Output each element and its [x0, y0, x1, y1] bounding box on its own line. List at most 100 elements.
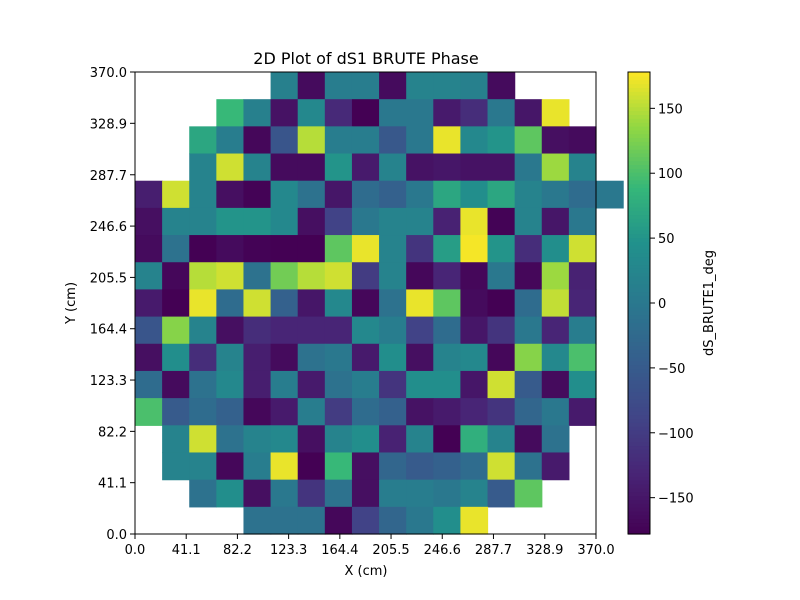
heatmap-cell — [351, 452, 380, 481]
x-tick-label: 328.9 — [526, 543, 563, 558]
colorbar-segment — [628, 333, 650, 339]
heatmap-cell — [514, 425, 543, 454]
heatmap-cell — [189, 180, 217, 209]
heatmap-cell — [379, 316, 407, 345]
colorbar-segment — [628, 168, 650, 173]
colorbar-segment — [628, 245, 650, 250]
heatmap-cell — [189, 289, 217, 318]
heatmap-cell — [460, 262, 489, 291]
heatmap-cell — [460, 506, 489, 535]
x-tick-label: 41.1 — [172, 543, 201, 558]
heatmap-cell — [514, 452, 543, 481]
colorbar-segment — [628, 252, 650, 258]
heatmap-cell — [351, 289, 380, 318]
heatmap-cell — [216, 398, 245, 426]
colorbar-segment — [628, 256, 650, 262]
heatmap-cell — [270, 506, 299, 535]
heatmap-cell — [324, 235, 353, 263]
heatmap-cell — [514, 370, 543, 399]
heatmap-cell — [433, 207, 462, 236]
heatmap-cell — [406, 316, 434, 345]
heatmap-cell — [162, 343, 190, 372]
heatmap-cell — [243, 180, 272, 209]
heatmap-cell — [216, 316, 245, 345]
heatmap-cell — [514, 289, 543, 318]
heatmap-cell — [216, 452, 245, 481]
heatmap-cell — [568, 126, 597, 155]
heatmap-cell — [568, 235, 597, 263]
heatmap-cell — [406, 262, 434, 291]
colorbar-segment — [628, 364, 650, 370]
colorbar-tick-label: −150 — [658, 492, 694, 507]
heatmap-cell — [460, 343, 489, 372]
colorbar-segment — [628, 175, 650, 181]
colorbar-segment — [628, 195, 650, 200]
heatmap-cell — [460, 370, 489, 399]
heatmap-cell — [243, 425, 272, 454]
heatmap-cell — [379, 207, 407, 236]
colorbar-tick-label: 100 — [658, 167, 683, 182]
heatmap-cell — [243, 343, 272, 372]
heatmap-cell — [406, 72, 434, 100]
colorbar-segment — [628, 214, 650, 219]
heatmap-cell — [189, 207, 217, 236]
heatmap-cell — [351, 398, 380, 426]
heatmap-cell — [162, 262, 190, 291]
colorbar-segment — [628, 191, 650, 196]
colorbar-segment — [628, 133, 650, 139]
colorbar-segment — [628, 75, 650, 81]
heatmap-cell — [433, 452, 462, 481]
heatmap-cell — [433, 425, 462, 454]
heatmap-cell — [379, 235, 407, 263]
colorbar-segment — [628, 279, 650, 285]
heatmap-cell — [487, 153, 516, 182]
colorbar-segment — [628, 376, 650, 381]
colorbar-tick-label: 0 — [658, 297, 666, 312]
colorbar-tick-label: 150 — [658, 102, 683, 117]
heatmap-cell — [487, 479, 516, 508]
colorbar-segment — [628, 480, 650, 485]
heatmap-cell — [460, 289, 489, 318]
heatmap-cell — [270, 316, 299, 345]
y-tick-label: 287.7 — [90, 169, 127, 184]
colorbar-segment — [628, 156, 650, 162]
heatmap-cell — [541, 235, 570, 263]
colorbar-segment — [628, 406, 650, 412]
heatmap-cell — [487, 126, 516, 155]
colorbar-segment — [628, 145, 650, 150]
colorbar-segment — [628, 98, 650, 104]
heatmap-cell — [568, 289, 597, 318]
heatmap-cell — [406, 180, 434, 209]
colorbar-segment — [628, 441, 650, 447]
heatmap-cell — [379, 425, 407, 454]
colorbar-segment — [628, 433, 650, 439]
colorbar-segment — [628, 264, 650, 269]
heatmap-cell — [162, 316, 190, 345]
colorbar-segment — [628, 283, 650, 289]
heatmap-cell — [351, 343, 380, 372]
colorbar-segment — [628, 460, 650, 466]
heatmap-cell — [216, 343, 245, 372]
heatmap-cell — [135, 316, 163, 345]
colorbar-segment — [628, 468, 650, 473]
colorbar-segment — [628, 314, 650, 319]
heatmap-cell — [379, 506, 407, 535]
colorbar-segment — [628, 233, 650, 239]
heatmap-cell — [162, 289, 190, 318]
heatmap-cell — [270, 452, 299, 481]
heatmap-cell — [324, 126, 353, 155]
heatmap-cell — [135, 180, 163, 209]
colorbar-segment — [628, 337, 650, 343]
colorbar-label: dS_BRUTE1_deg — [702, 250, 717, 356]
heatmap-cell — [216, 99, 245, 127]
colorbar-segment — [628, 353, 650, 358]
heatmap-cell — [460, 235, 489, 263]
colorbar-segment — [628, 422, 650, 427]
colorbar-segment — [628, 430, 650, 435]
heatmap-cell — [514, 207, 543, 236]
heatmap-cell — [460, 425, 489, 454]
y-tick-label: 82.2 — [98, 425, 127, 440]
colorbar-segment — [628, 210, 650, 216]
heatmap-cell — [297, 398, 326, 426]
